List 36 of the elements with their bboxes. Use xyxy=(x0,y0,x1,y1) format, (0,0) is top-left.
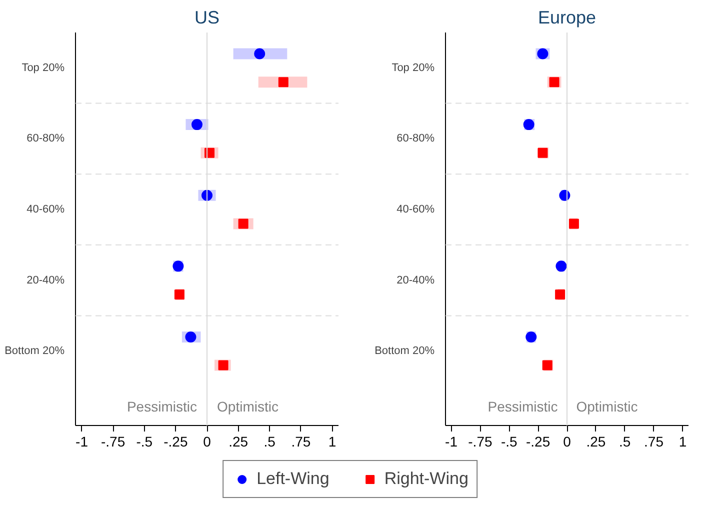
x-tick-label: 1 xyxy=(678,434,687,450)
y-tick-label: Bottom 20% xyxy=(374,345,435,358)
x-tick-label: .5 xyxy=(264,434,276,450)
annotation: Optimistic xyxy=(576,398,638,414)
x-tick-label: -1 xyxy=(76,434,88,450)
y-tick-label: 20-40% xyxy=(396,274,435,286)
y-tick-label: 60-80% xyxy=(396,132,435,145)
x-tick-label: -.75 xyxy=(468,434,492,450)
x-tick-label: -.5 xyxy=(136,434,153,450)
y-tick-label: Top 20% xyxy=(392,62,435,74)
x-tick-label: 0 xyxy=(203,434,212,450)
x-tick-label: -.5 xyxy=(500,434,518,450)
y-tick-label: 20-40% xyxy=(26,274,65,286)
y-tick-label: Bottom 20% xyxy=(4,345,65,358)
annotation: Pessimistic xyxy=(126,398,197,414)
y-tick-label: Top 20% xyxy=(22,62,65,74)
x-tick-label: .25 xyxy=(586,434,606,450)
x-tick-label: 1 xyxy=(328,434,336,450)
annotation: Pessimistic xyxy=(488,398,558,414)
legend-label: Right-Wing xyxy=(384,469,468,489)
chart-title: Europe xyxy=(538,8,596,28)
annotation: Optimistic xyxy=(217,398,278,414)
y-tick-label: 40-60% xyxy=(26,204,65,216)
x-tick-label: .75 xyxy=(291,434,311,450)
x-tick-label: .25 xyxy=(228,434,248,450)
y-tick-label: 60-80% xyxy=(26,132,65,145)
x-tick-label: -.25 xyxy=(164,434,188,450)
y-tick-label: 40-60% xyxy=(396,204,435,216)
x-tick-label: -.25 xyxy=(526,434,550,450)
x-tick-label: 0 xyxy=(563,434,572,450)
x-tick-label: -1 xyxy=(445,434,458,450)
x-tick-label: -.75 xyxy=(101,434,126,450)
chart-title: US xyxy=(194,8,220,28)
legend-label: Left-Wing xyxy=(256,469,330,489)
x-tick-label: .75 xyxy=(644,434,664,450)
x-tick-label: .5 xyxy=(619,434,631,450)
